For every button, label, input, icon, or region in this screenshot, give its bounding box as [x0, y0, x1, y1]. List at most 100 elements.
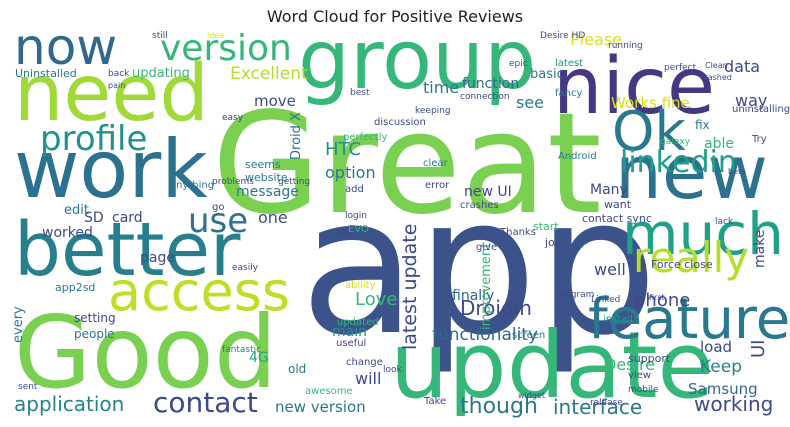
word: perfect [664, 63, 697, 73]
word: look [383, 365, 403, 375]
word: way [735, 91, 767, 110]
word: now [14, 18, 117, 76]
word: card [112, 210, 143, 226]
word: fancy [555, 88, 582, 99]
word: linkedin [620, 145, 737, 180]
word: go [212, 202, 224, 213]
word: program [556, 290, 594, 300]
word: sent [18, 382, 38, 392]
word: job [544, 236, 562, 249]
word: discussion [374, 117, 426, 128]
word: change [346, 357, 383, 368]
word: latest update [399, 224, 421, 350]
word: setting [74, 311, 116, 325]
word: profile [40, 119, 147, 159]
word: start [533, 220, 559, 233]
word: app [300, 156, 658, 377]
word: pain [108, 81, 125, 90]
word: EVO [348, 224, 369, 235]
word: option [325, 163, 376, 182]
word: phone [634, 290, 690, 311]
word: functionality [432, 325, 538, 345]
word: much [622, 200, 784, 268]
word: Works fine [611, 94, 690, 112]
word: Many [590, 182, 628, 198]
word: fantastic [222, 345, 261, 355]
word: make [752, 230, 768, 268]
word: latest [555, 58, 583, 69]
word: Good [14, 294, 277, 411]
word: ability [345, 280, 376, 291]
word: really [633, 233, 749, 282]
word: support [628, 352, 671, 365]
word: HTC [325, 139, 361, 160]
word: first [649, 293, 665, 302]
word: need [14, 49, 209, 139]
word: still [152, 31, 168, 41]
word: best [350, 88, 370, 98]
word: application [14, 392, 124, 416]
word: widget [518, 391, 545, 400]
word: uninstalling [732, 104, 790, 115]
word: update [390, 312, 714, 419]
word: updating [132, 66, 190, 81]
word: page [140, 250, 175, 266]
word: see [516, 93, 544, 112]
word: Linked [591, 295, 620, 305]
word: data [724, 57, 760, 76]
word: every [11, 306, 26, 343]
word: want [604, 198, 632, 211]
word: back [108, 69, 130, 79]
word: Take [423, 396, 446, 407]
word: Force close [651, 258, 713, 271]
word: perfectly [343, 132, 387, 143]
word: getting [278, 177, 310, 187]
word: Uninstalled [15, 67, 77, 80]
word: error [425, 180, 450, 191]
word: release [590, 398, 623, 408]
word: new version [275, 398, 366, 416]
word: worked [42, 225, 93, 241]
word: Excellent [230, 64, 308, 84]
word: contact [153, 386, 258, 419]
word: feature [588, 287, 790, 352]
word: screen [512, 330, 545, 341]
word: Love [355, 289, 397, 310]
word: nice [553, 42, 715, 132]
word: running [608, 41, 643, 51]
word: main [332, 324, 367, 340]
word: login [345, 211, 367, 221]
word: mobile [628, 385, 659, 395]
word: function [462, 76, 519, 92]
word: install [603, 314, 633, 325]
word: Samsung [688, 380, 758, 398]
word: finally [452, 288, 494, 304]
word: updated [337, 317, 379, 328]
word: Droidin [460, 296, 532, 320]
word: will [355, 369, 381, 388]
word: interface [553, 395, 642, 419]
word: seems [245, 158, 281, 171]
word: contact sync [582, 212, 652, 225]
word: better [14, 207, 241, 293]
word: new UI [464, 184, 512, 200]
word: Try [751, 134, 767, 145]
word: fix [695, 118, 710, 132]
word: awesome [305, 386, 353, 397]
word: give [476, 242, 497, 253]
word: crashed [700, 73, 732, 82]
word: app2sd [55, 281, 95, 294]
word: Desire HD [540, 31, 585, 41]
word: Ok [612, 100, 687, 163]
word: load [700, 338, 732, 356]
word: Great [212, 83, 602, 246]
word: 4G [249, 350, 269, 366]
word: clear [423, 158, 449, 169]
word: well [594, 260, 626, 279]
word: Keep [700, 357, 742, 377]
word: galaxy [660, 137, 691, 147]
word: people [74, 327, 115, 341]
word: Thanks [499, 227, 536, 238]
word: new [615, 130, 768, 216]
